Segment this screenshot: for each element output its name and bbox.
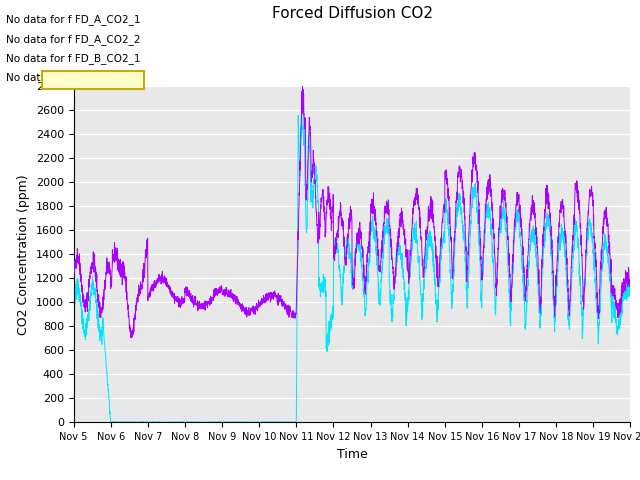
Title: Forced Diffusion CO2: Forced Diffusion CO2	[271, 6, 433, 21]
Text: No data for f FD_A_CO2_1: No data for f FD_A_CO2_1	[6, 14, 141, 25]
X-axis label: Time: Time	[337, 448, 367, 461]
Y-axis label: CO2 Concentration (ppm): CO2 Concentration (ppm)	[17, 174, 30, 335]
Text: No data for f FD_A_CO2_2: No data for f FD_A_CO2_2	[6, 34, 141, 45]
Text: No data for f FD_B_CO2_1: No data for f FD_B_CO2_1	[6, 53, 141, 64]
Text: No data for f FD_B_CO2_2: No data for f FD_B_CO2_2	[6, 72, 141, 83]
